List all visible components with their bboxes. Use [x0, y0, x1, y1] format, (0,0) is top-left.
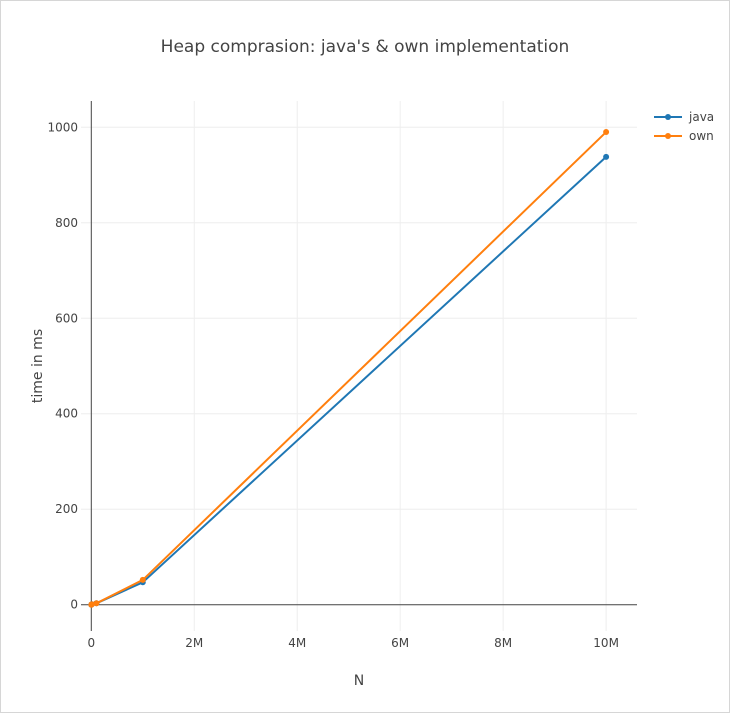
data-point-java: [603, 153, 610, 160]
y-tick-label: 200: [55, 502, 78, 516]
series-line-own: [90, 131, 607, 606]
y-axis-title: time in ms: [30, 329, 46, 403]
chart-title: Heap comprasion: java's & own implementa…: [161, 37, 570, 57]
y-tick-label: 600: [55, 311, 78, 325]
x-tick-label: 4M: [288, 636, 306, 650]
x-tick-label: 10M: [593, 636, 619, 650]
x-tick-label: 8M: [494, 636, 512, 650]
legend-label-java: java: [688, 110, 714, 124]
legend-marker-java: [665, 114, 671, 120]
y-tick-label: 0: [70, 598, 78, 612]
data-point-own: [88, 601, 95, 608]
x-axis-title: N: [354, 673, 364, 689]
y-tick-label: 800: [55, 216, 78, 230]
grid: [81, 101, 637, 631]
data-point-own: [603, 129, 610, 136]
legend-marker-own: [665, 133, 671, 139]
y-tick-label: 1000: [47, 120, 78, 134]
legend[interactable]: java own: [654, 110, 714, 143]
data-point-own: [139, 576, 146, 583]
legend-label-own: own: [689, 129, 714, 143]
axes: 0 2M 4M 6M 8M 10M 0 200 400 600 800 1000: [47, 101, 637, 650]
x-tick-label: 2M: [185, 636, 203, 650]
x-tick-label: 6M: [391, 636, 409, 650]
x-tick-label: 0: [87, 636, 95, 650]
y-tick-label: 400: [55, 407, 78, 421]
data-point-own: [93, 600, 100, 607]
series-area: [88, 129, 610, 608]
